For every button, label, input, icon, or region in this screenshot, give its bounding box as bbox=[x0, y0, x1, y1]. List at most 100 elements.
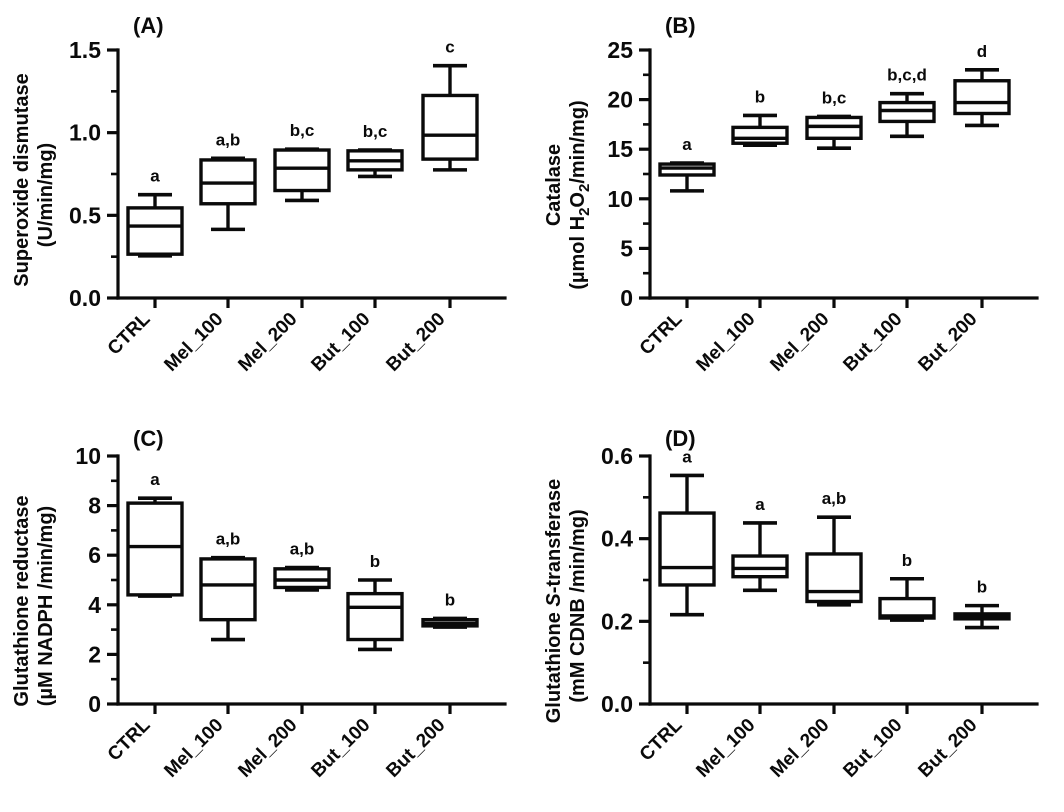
significance-letter: b bbox=[977, 578, 987, 597]
panel-b-category-labels: CTRL Mel_100 Mel_200 But_100 But_200 bbox=[636, 308, 982, 375]
panel-a-letter-group: (A) bbox=[133, 13, 164, 38]
category-label: CTRL bbox=[104, 714, 155, 765]
box-plot-group bbox=[878, 576, 936, 622]
box-iqr bbox=[878, 596, 936, 620]
panel-d-letter: (D) bbox=[665, 426, 696, 451]
c-y-tick-label: 8 bbox=[88, 493, 101, 519]
significance-letter: a,b bbox=[822, 489, 847, 508]
panel-b-boxes: a b b,c b,c,d d bbox=[658, 42, 1011, 193]
a-y-tick-label: 1.0 bbox=[69, 120, 101, 146]
box-plot-group bbox=[126, 192, 184, 258]
category-label: But_200 bbox=[914, 715, 981, 782]
category-label: CTRL bbox=[636, 714, 687, 765]
significance-letter: a bbox=[150, 470, 160, 489]
box-plot-group bbox=[273, 565, 331, 592]
panel-a-superoxide-dismutase: (A) Superoxide dismutase (U/min/mg) 0.0 0… bbox=[0, 0, 532, 406]
panel-c-category-labels: CTRL Mel_100 Mel_200 But_100 But_200 bbox=[104, 714, 450, 781]
panel-b-plot: (B) Catalase (µmol H2O2/min/mg) 05101520… bbox=[543, 13, 1039, 376]
ylabel-b-pre: (µmol H bbox=[567, 216, 589, 290]
category-label: CTRL bbox=[636, 308, 687, 359]
category-label: CTRL bbox=[104, 308, 155, 359]
significance-letter: a,b bbox=[290, 540, 315, 559]
box-iqr bbox=[273, 148, 331, 193]
category-label: But_200 bbox=[382, 309, 449, 376]
box-iqr bbox=[273, 567, 331, 590]
box-plot-group bbox=[199, 555, 257, 642]
panel-b-catalase: (B) Catalase (µmol H2O2/min/mg) 0 5 10 15 20… bbox=[532, 0, 1064, 406]
panel-a-plot: (A) Superoxide dismutase (U/min/mg) 0.0 0… bbox=[11, 13, 507, 376]
panel-d-ylabel-group: Glutathione S-transferase (mM CDNB /min/… bbox=[543, 479, 589, 724]
panel-a-ylabel-line1: Superoxide dismutase bbox=[11, 73, 33, 286]
panel-a-ylabel-line2: (U/min/mg) bbox=[35, 143, 57, 247]
significance-letter: b,c,d bbox=[887, 66, 927, 85]
d-y-tick-label: 0.0 bbox=[601, 691, 633, 717]
significance-letter: d bbox=[977, 42, 987, 61]
box-plot-group bbox=[658, 161, 716, 193]
ylabel-b-post: /min/mg) bbox=[567, 100, 589, 183]
ylabel-d-pre: Glutathione bbox=[543, 607, 565, 724]
category-label: But_100 bbox=[307, 309, 374, 376]
panel-b-ylabel-line2: (µmol H2O2/min/mg) bbox=[567, 100, 593, 289]
box-plot-group bbox=[346, 148, 404, 179]
panel-a-boxes: a a,b b,c b,c c bbox=[126, 38, 479, 258]
significance-letter: a bbox=[755, 495, 765, 514]
panel-a-ylabel-group: Superoxide dismutase (U/min/mg) bbox=[11, 73, 57, 286]
category-label: Mel_200 bbox=[234, 715, 301, 782]
panel-b-axes: 0 5 10 15 20 25 bbox=[607, 37, 1039, 311]
box-iqr bbox=[953, 79, 1011, 116]
panel-b-ylabel-line1: Catalase bbox=[543, 144, 565, 226]
panel-c-glutathione-reductase: (C) Glutathione reductase (µM NADPH /min… bbox=[0, 406, 532, 812]
panel-d-category-labels: CTRL Mel_100 Mel_200 But_100 But_200 bbox=[636, 714, 982, 781]
panel-b-letter: (B) bbox=[665, 13, 696, 38]
box-iqr bbox=[421, 93, 479, 161]
panel-c-ylabel-group: Glutathione reductase (µM NADPH /min/mg) bbox=[11, 495, 57, 706]
box-plot-group bbox=[126, 496, 184, 598]
c-y-tick-label: 6 bbox=[88, 542, 101, 568]
panel-a-letter: (A) bbox=[133, 13, 164, 38]
category-label: But_200 bbox=[382, 715, 449, 782]
panel-c-plot: (C) Glutathione reductase (µM NADPH /min… bbox=[11, 426, 507, 782]
box-plot-group bbox=[346, 578, 404, 652]
panel-c-letter: (C) bbox=[133, 426, 164, 451]
significance-letter: a bbox=[682, 447, 692, 466]
significance-letter: a,b bbox=[216, 130, 241, 149]
significance-letter: a bbox=[150, 167, 160, 186]
ylabel-b-sub1: 2 bbox=[576, 208, 593, 216]
box-plot-group bbox=[805, 515, 863, 607]
box-plot-group bbox=[421, 616, 479, 629]
panel-c-letter-group: (C) bbox=[133, 426, 164, 451]
category-label: Mel_100 bbox=[160, 715, 227, 782]
panel-b-letter-group: (B) bbox=[665, 13, 696, 38]
category-label: But_100 bbox=[839, 309, 906, 376]
c-y-tick-label: 10 bbox=[75, 443, 101, 469]
box-iqr bbox=[731, 554, 789, 579]
category-label: Mel_100 bbox=[692, 715, 759, 782]
b-y-tick-label: 20 bbox=[607, 87, 633, 113]
panel-d-axes: 0.0 0.2 0.4 0.6 bbox=[601, 443, 1039, 717]
category-label: Mel_100 bbox=[692, 309, 759, 376]
box-plot-group bbox=[805, 114, 863, 151]
b-y-tick-label: 15 bbox=[607, 136, 633, 162]
panel-c-ylabel-line1: Glutathione reductase bbox=[11, 495, 33, 706]
significance-letter: b bbox=[445, 590, 455, 609]
box-iqr bbox=[346, 591, 404, 642]
box-plot-group bbox=[658, 473, 716, 617]
ylabel-b-mid: O bbox=[567, 192, 589, 208]
category-label: But_100 bbox=[839, 715, 906, 782]
significance-letter: b bbox=[902, 551, 912, 570]
category-label: Mel_200 bbox=[766, 715, 833, 782]
box-plot-group bbox=[953, 68, 1011, 128]
b-y-tick-label: 5 bbox=[620, 235, 633, 261]
box-plot-group bbox=[731, 521, 789, 593]
a-y-tick-label: 0.0 bbox=[69, 285, 101, 311]
panel-c-boxes: a a,b a,b b b bbox=[126, 470, 479, 652]
box-plot-group bbox=[421, 63, 479, 172]
category-label: Mel_200 bbox=[766, 309, 833, 376]
box-plot-group bbox=[273, 147, 331, 203]
box-plot-group bbox=[953, 603, 1011, 630]
panel-d-ylabel-line2: (mM CDNB /min/mg) bbox=[567, 509, 589, 702]
a-y-tick-label: 0.5 bbox=[69, 202, 101, 228]
significance-letter: b bbox=[370, 552, 380, 571]
d-y-tick-label: 0.2 bbox=[601, 608, 633, 634]
